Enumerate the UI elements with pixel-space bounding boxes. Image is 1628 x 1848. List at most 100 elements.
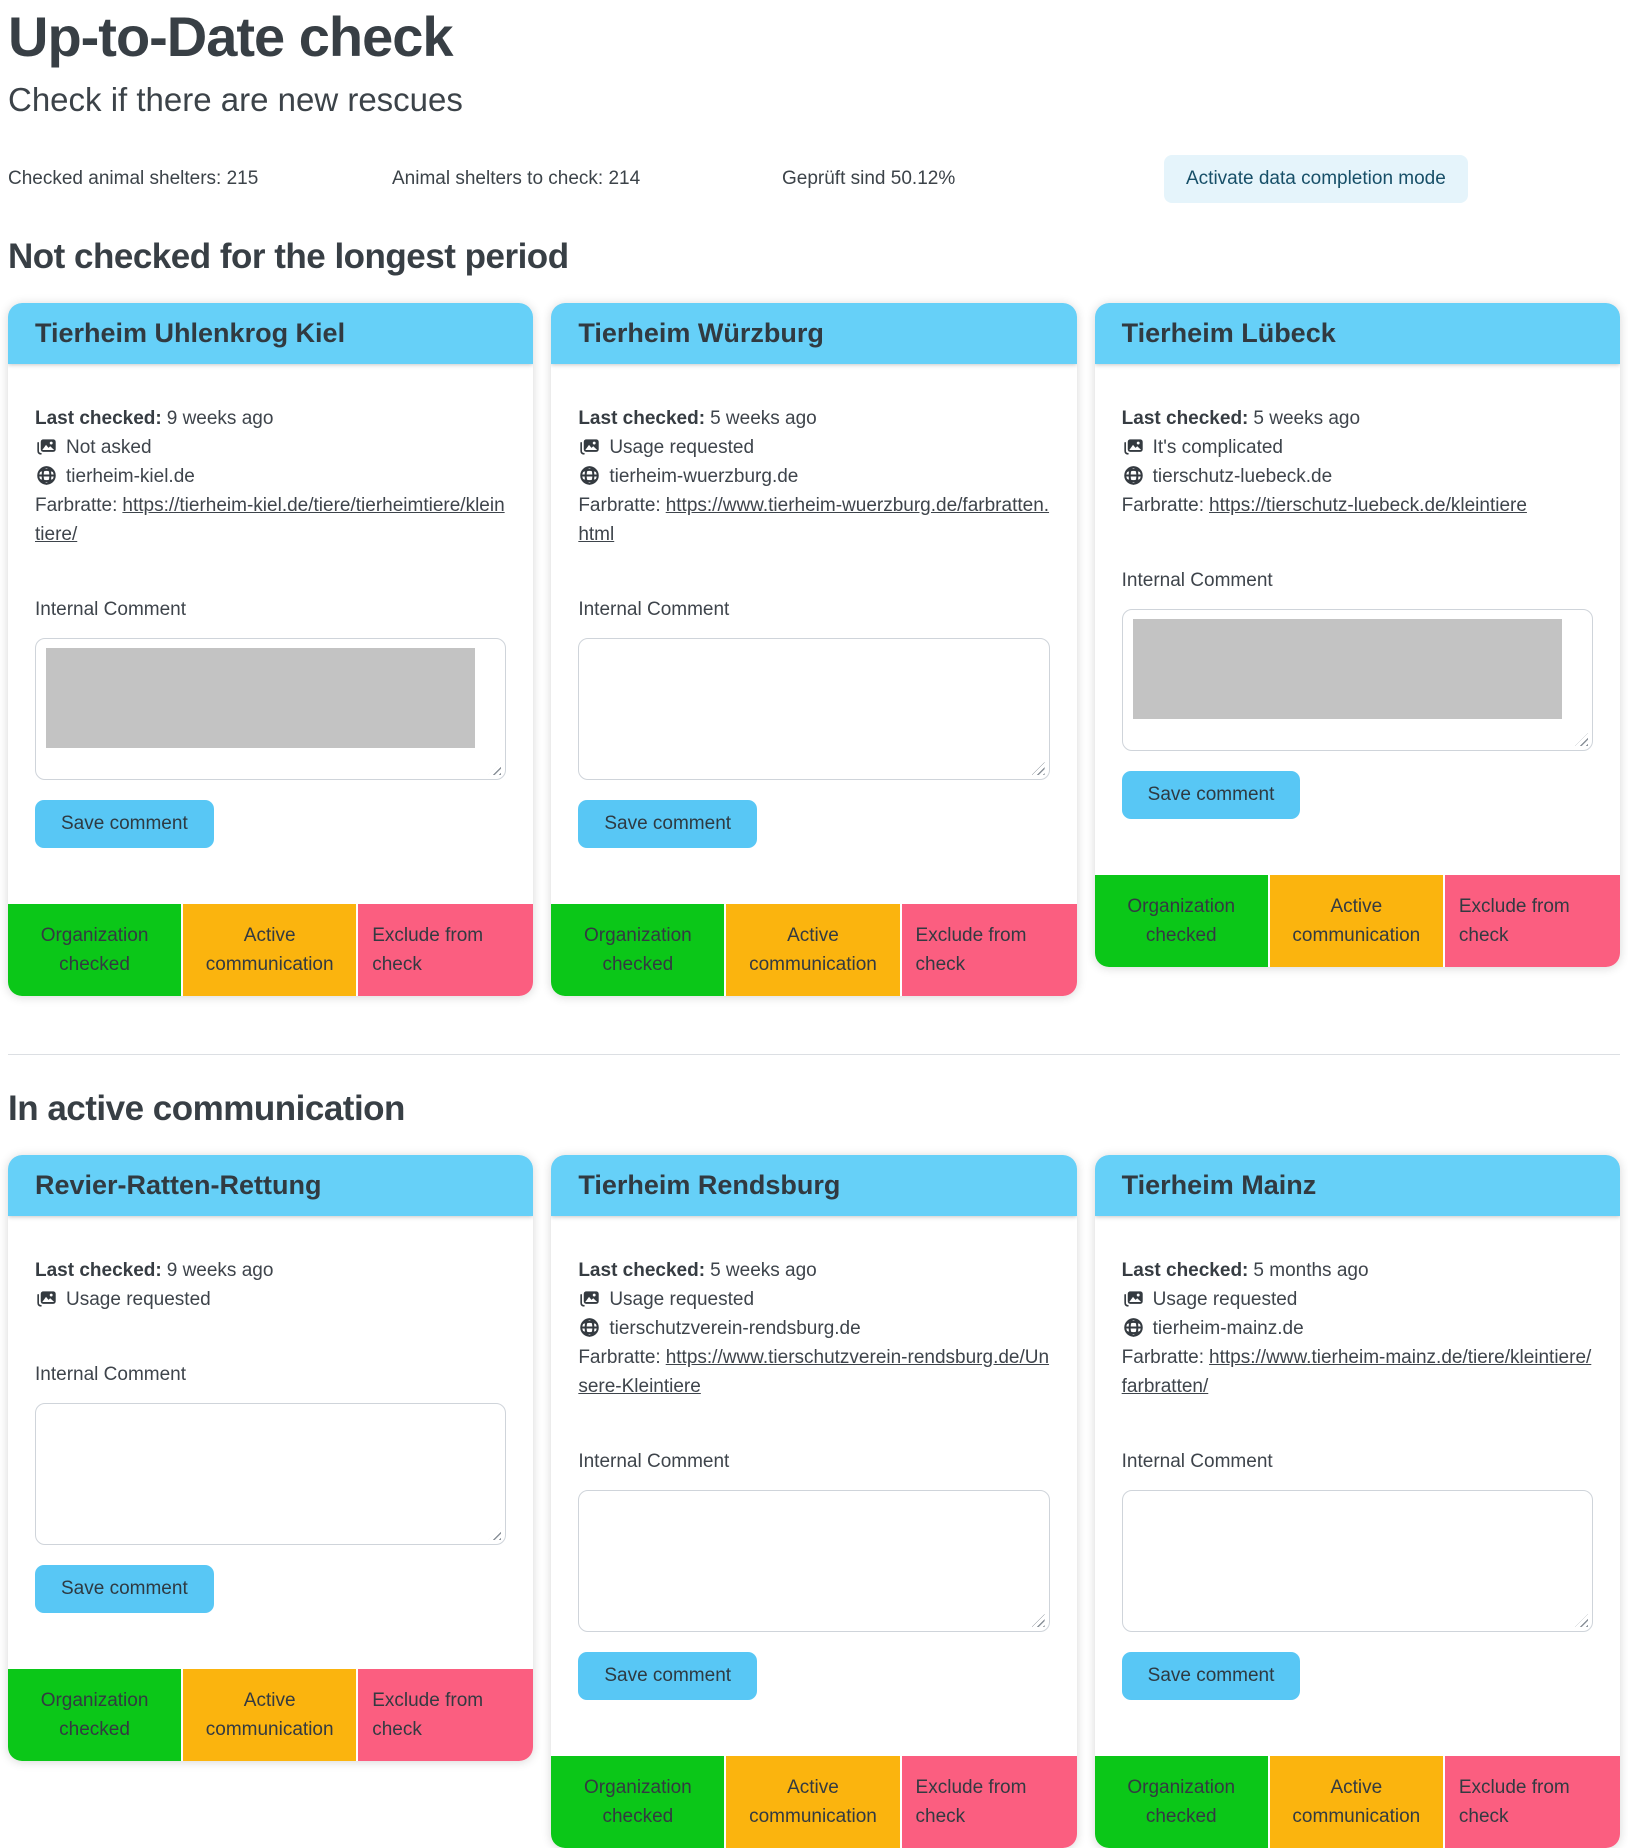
- comment-block: Internal Comment Save comment: [35, 1360, 507, 1613]
- last-checked-label: Last checked:: [35, 408, 162, 429]
- status-text: Usage requested: [609, 437, 755, 458]
- card-footer: Organization checked Active communicatio…: [1094, 875, 1620, 967]
- status-text: Usage requested: [1152, 1289, 1298, 1310]
- card-body: Last checked: 5 months ago Usage requeste…: [1095, 1216, 1620, 1700]
- farbratte-link[interactable]: https://tierheim-kiel.de/tiere/tierheimt…: [35, 495, 505, 545]
- comment-block: Internal Comment Save comment: [578, 1447, 1050, 1700]
- photo-icon: [35, 1289, 66, 1310]
- website-text: tierheim-mainz.de: [1152, 1318, 1304, 1339]
- textarea-resize-handle[interactable]: [1031, 1614, 1045, 1627]
- card-body: Last checked: 5 weeks ago Usage requested…: [551, 364, 1076, 848]
- card-footer: Organization checked Active communicatio…: [8, 904, 534, 996]
- website-text: tierschutzverein-rendsburg.de: [609, 1318, 861, 1339]
- stats-row: Checked animal shelters: 215 Animal shel…: [8, 155, 1620, 203]
- last-checked-line: Last checked: 5 weeks ago: [1122, 404, 1593, 433]
- section-heading: In active communication: [8, 1089, 405, 1128]
- internal-comment-label: Internal Comment: [1121, 570, 1273, 591]
- card-header: Revier-Ratten-Rettung: [8, 1155, 534, 1216]
- save-comment-button[interactable]: Save comment: [1121, 771, 1301, 819]
- last-checked-line: Last checked: 5 weeks ago: [578, 1256, 1049, 1285]
- organization-checked-button[interactable]: Organization checked: [8, 904, 182, 996]
- exclude-from-check-button[interactable]: Exclude from check: [901, 1756, 1077, 1848]
- active-communication-button[interactable]: Active communication: [726, 1756, 900, 1848]
- status-line: Not asked: [35, 433, 506, 462]
- last-checked-line: Last checked: 9 weeks ago: [35, 404, 506, 433]
- textarea-resize-handle[interactable]: [1574, 1614, 1588, 1627]
- website-text: tierheim-kiel.de: [66, 466, 195, 487]
- farbratte-label: Farbratte:: [578, 1347, 661, 1368]
- internal-comment-textarea[interactable]: [1121, 609, 1593, 751]
- comment-block: Internal Comment Save comment: [578, 595, 1050, 848]
- farbratte-label: Farbratte:: [1121, 1347, 1205, 1368]
- card-title: Tierheim Lübeck: [1121, 318, 1336, 348]
- card-title: Tierheim Mainz: [1121, 1170, 1317, 1200]
- status-line: It's complicated: [1122, 433, 1593, 462]
- stat-shelters-to-check: Animal shelters to check: 214: [392, 168, 641, 189]
- activate-data-completion-button[interactable]: Activate data completion mode: [1164, 155, 1468, 203]
- card-header: Tierheim Lübeck: [1094, 303, 1620, 364]
- comment-block: Internal Comment Save comment: [1121, 1447, 1593, 1700]
- last-checked-line: Last checked: 5 weeks ago: [578, 404, 1049, 433]
- internal-comment-textarea[interactable]: [35, 638, 507, 780]
- organization-checked-button[interactable]: Organization checked: [551, 904, 725, 996]
- card-header: Tierheim Uhlenkrog Kiel: [8, 303, 534, 364]
- save-comment-button[interactable]: Save comment: [578, 1652, 758, 1700]
- save-comment-button[interactable]: Save comment: [35, 800, 214, 848]
- save-comment-button[interactable]: Save comment: [1121, 1652, 1301, 1700]
- card-header: Tierheim Rendsburg: [551, 1155, 1077, 1216]
- farbratte-link[interactable]: https://www.tierheim-wuerzburg.de/farbra…: [578, 495, 1050, 545]
- internal-comment-textarea[interactable]: [578, 1490, 1050, 1632]
- active-communication-button[interactable]: Active communication: [183, 904, 357, 996]
- active-communication-button[interactable]: Active communication: [1269, 875, 1443, 967]
- globe-icon: [578, 1318, 609, 1339]
- exclude-from-check-button[interactable]: Exclude from check: [358, 904, 534, 996]
- textarea-resize-handle[interactable]: [1574, 733, 1588, 746]
- website-line: tierschutz-luebeck.de: [1122, 462, 1593, 491]
- last-checked-value: 5 weeks ago: [710, 408, 817, 429]
- last-checked-value: 5 weeks ago: [1253, 408, 1361, 429]
- last-checked-label: Last checked:: [1121, 1260, 1249, 1281]
- card-title: Revier-Ratten-Rettung: [35, 1170, 322, 1200]
- internal-comment-textarea[interactable]: [35, 1403, 507, 1545]
- save-comment-button[interactable]: Save comment: [578, 800, 758, 848]
- exclude-from-check-button[interactable]: Exclude from check: [901, 904, 1077, 996]
- internal-comment-label: Internal Comment: [35, 599, 187, 620]
- card-title: Tierheim Würzburg: [578, 318, 824, 348]
- organization-checked-button[interactable]: Organization checked: [1094, 1756, 1268, 1848]
- organization-checked-button[interactable]: Organization checked: [1094, 875, 1268, 967]
- page-subtitle: Check if there are new rescues: [8, 81, 463, 118]
- active-communication-button[interactable]: Active communication: [1269, 1756, 1443, 1848]
- last-checked-label: Last checked:: [578, 1260, 706, 1281]
- farbratte-line: Farbratte: https://tierschutz-luebeck.de/…: [1122, 491, 1593, 520]
- farbratte-label: Farbratte:: [35, 495, 118, 516]
- card-body: Last checked: 5 weeks ago It's complicate…: [1095, 364, 1620, 819]
- exclude-from-check-button[interactable]: Exclude from check: [1444, 1756, 1620, 1848]
- organization-checked-button[interactable]: Organization checked: [8, 1669, 182, 1761]
- active-communication-button[interactable]: Active communication: [183, 1669, 357, 1761]
- organization-checked-button[interactable]: Organization checked: [551, 1756, 725, 1848]
- page-title: Up-to-Date check: [8, 5, 454, 68]
- card-header: Tierheim Mainz: [1094, 1155, 1620, 1216]
- card-footer: Organization checked Active communicatio…: [551, 1756, 1077, 1848]
- farbratte-link[interactable]: https://tierschutz-luebeck.de/kleintiere: [1209, 495, 1527, 516]
- card-title: Tierheim Uhlenkrog Kiel: [35, 318, 346, 348]
- globe-icon: [35, 466, 66, 487]
- save-comment-button[interactable]: Save comment: [35, 1565, 214, 1613]
- internal-comment-textarea[interactable]: [1121, 1490, 1593, 1632]
- card-footer: Organization checked Active communicatio…: [1094, 1756, 1620, 1848]
- farbratte-line: Farbratte: https://www.tierheim-mainz.de/…: [1122, 1343, 1593, 1401]
- photo-icon: [578, 1289, 609, 1310]
- textarea-resize-handle[interactable]: [1031, 762, 1045, 775]
- textarea-resize-handle[interactable]: [488, 762, 502, 775]
- internal-comment-textarea[interactable]: [578, 638, 1050, 780]
- textarea-resize-handle[interactable]: [488, 1527, 502, 1540]
- farbratte-line: Farbratte: https://tierheim-kiel.de/tiere…: [35, 491, 506, 549]
- exclude-from-check-button[interactable]: Exclude from check: [1444, 875, 1620, 967]
- section: Not checked for the longest period Tierh…: [8, 237, 1620, 996]
- status-line: Usage requested: [578, 1285, 1049, 1314]
- exclude-from-check-button[interactable]: Exclude from check: [358, 1669, 534, 1761]
- active-communication-button[interactable]: Active communication: [726, 904, 900, 996]
- shelter-card: Tierheim Würzburg Last checked: 5 weeks a…: [551, 303, 1077, 996]
- website-text: tierheim-wuerzburg.de: [609, 466, 799, 487]
- photo-icon: [35, 437, 66, 458]
